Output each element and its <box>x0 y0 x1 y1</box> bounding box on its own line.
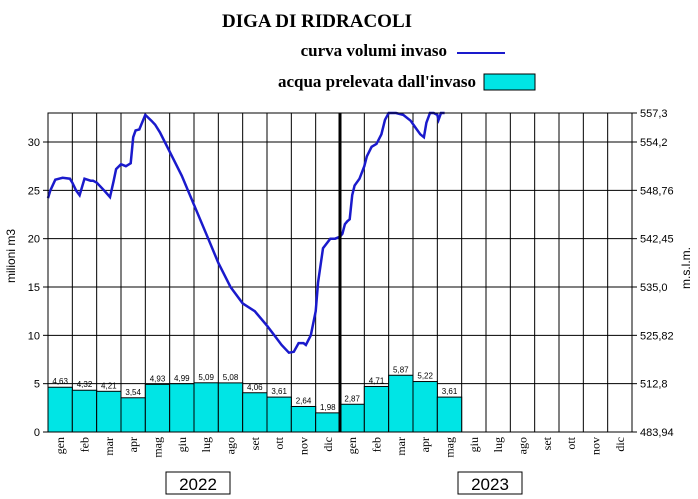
legend: curva volumi invaso acqua prelevata dall… <box>278 41 536 91</box>
y2-tick-label: 525,82 <box>640 330 674 342</box>
month-label: dic <box>613 437 627 452</box>
month-label: ago <box>516 437 530 454</box>
plot-frame <box>47 112 633 433</box>
month-label: apr <box>418 437 432 452</box>
year-label-2022: 2022 <box>165 471 231 495</box>
y2-tick-label: 557,3 <box>640 108 668 120</box>
y-tick-label: 25 <box>28 185 40 197</box>
month-label: apr <box>126 437 140 452</box>
y2-axis-ticks: 483,94 512,8 525,82 535,0 542,45 548,76 554,2 5… <box>632 108 674 439</box>
year-text-2022: 2022 <box>179 475 217 494</box>
bar-value-label: 4,99 <box>174 374 190 383</box>
legend-line-label: curva volumi invaso <box>301 41 447 60</box>
bar-value-label: 3,61 <box>271 387 287 396</box>
year-text-2023: 2023 <box>471 475 509 494</box>
bar-value-label: 5,08 <box>223 373 239 382</box>
legend-bar-label: acqua prelevata dall'invaso <box>278 72 476 91</box>
bar <box>193 382 219 433</box>
bar-value-label: 4,63 <box>52 377 68 386</box>
bar-value-label: 2,64 <box>296 396 312 405</box>
bar <box>47 386 73 433</box>
bar-value-labels: 4,63 4,32 4,21 3,54 4,93 4,99 5,09 5,08 4,06 3,61… <box>52 365 457 412</box>
volume-curve <box>46 111 445 355</box>
bar <box>71 389 98 433</box>
bar <box>266 396 292 433</box>
bar <box>144 383 171 433</box>
bar-value-label: 4,06 <box>247 383 263 392</box>
month-label: feb <box>78 437 92 452</box>
y2-tick-label: 554,2 <box>640 137 668 149</box>
bar-value-label: 1,98 <box>320 403 336 412</box>
bar <box>96 390 122 433</box>
year-box-2023 <box>457 471 523 495</box>
y-tick-label: 0 <box>34 427 40 439</box>
y2-tick-label: 542,45 <box>640 234 674 246</box>
bar <box>412 381 438 433</box>
month-label: set <box>248 436 262 450</box>
bar <box>120 397 146 433</box>
bars <box>47 374 463 433</box>
legend-bar-swatch <box>483 73 536 91</box>
month-label: giu <box>467 437 481 452</box>
y2-tick-label: 535,0 <box>640 282 668 294</box>
bar-value-label: 4,21 <box>101 381 117 390</box>
month-label: nov <box>589 437 603 455</box>
bar <box>363 385 390 433</box>
month-label: gen <box>345 437 359 454</box>
y2-axis-label: m.s.l.m. <box>679 247 693 289</box>
y2-tick-label: 548,76 <box>640 185 674 197</box>
bar-value-label: 4,71 <box>369 376 385 385</box>
month-label: ott <box>272 436 286 449</box>
bar-value-label: 2,87 <box>344 394 360 403</box>
month-label: feb <box>370 437 384 452</box>
year-box-2022 <box>165 471 231 495</box>
bar-value-label: 3,54 <box>125 388 141 397</box>
month-label: dic <box>321 437 335 452</box>
y2-tick-label: 512,8 <box>640 379 668 391</box>
bar <box>315 412 341 433</box>
bar <box>217 382 244 433</box>
bar <box>169 383 195 433</box>
bar-value-label: 4,93 <box>150 374 166 383</box>
month-label: set <box>540 436 554 450</box>
y-tick-label: 5 <box>34 379 40 391</box>
bar-value-label: 5,09 <box>198 373 214 382</box>
month-label: nov <box>297 437 311 455</box>
bar-value-label: 5,22 <box>417 372 433 381</box>
month-label: gen <box>53 437 67 454</box>
month-label: mar <box>102 437 116 456</box>
bar-value-label: 3,61 <box>442 387 458 396</box>
y-tick-label: 30 <box>28 137 40 149</box>
y-axis-ticks: 0 5 10 15 20 25 30 <box>28 137 48 439</box>
y-tick-label: 10 <box>28 330 40 342</box>
bar-value-label: 5,87 <box>393 365 409 374</box>
month-label: mag <box>151 437 165 458</box>
bar <box>388 374 414 433</box>
bar <box>339 403 365 433</box>
month-label: lug <box>199 437 213 452</box>
bar-value-label: 4,32 <box>77 380 93 389</box>
y-tick-label: 20 <box>28 234 40 246</box>
year-label-2023: 2023 <box>457 471 523 495</box>
month-label: giu <box>175 437 189 452</box>
month-label: ott <box>564 436 578 449</box>
chart-title: DIGA DI RIDRACOLI <box>222 11 412 32</box>
y-tick-label: 15 <box>28 282 40 294</box>
month-label: mar <box>394 437 408 456</box>
bar <box>436 396 463 433</box>
bar <box>290 405 317 433</box>
x-axis-month-labels: gen feb mar apr mag giu lug ago set ott nov dic gen f… <box>53 436 627 457</box>
month-label: lug <box>491 437 505 452</box>
bar <box>242 392 268 433</box>
y2-tick-label: 483,94 <box>640 427 674 439</box>
y-axis-label: milioni m3 <box>4 229 18 283</box>
month-label: ago <box>224 437 238 454</box>
month-label: mag <box>443 437 457 458</box>
